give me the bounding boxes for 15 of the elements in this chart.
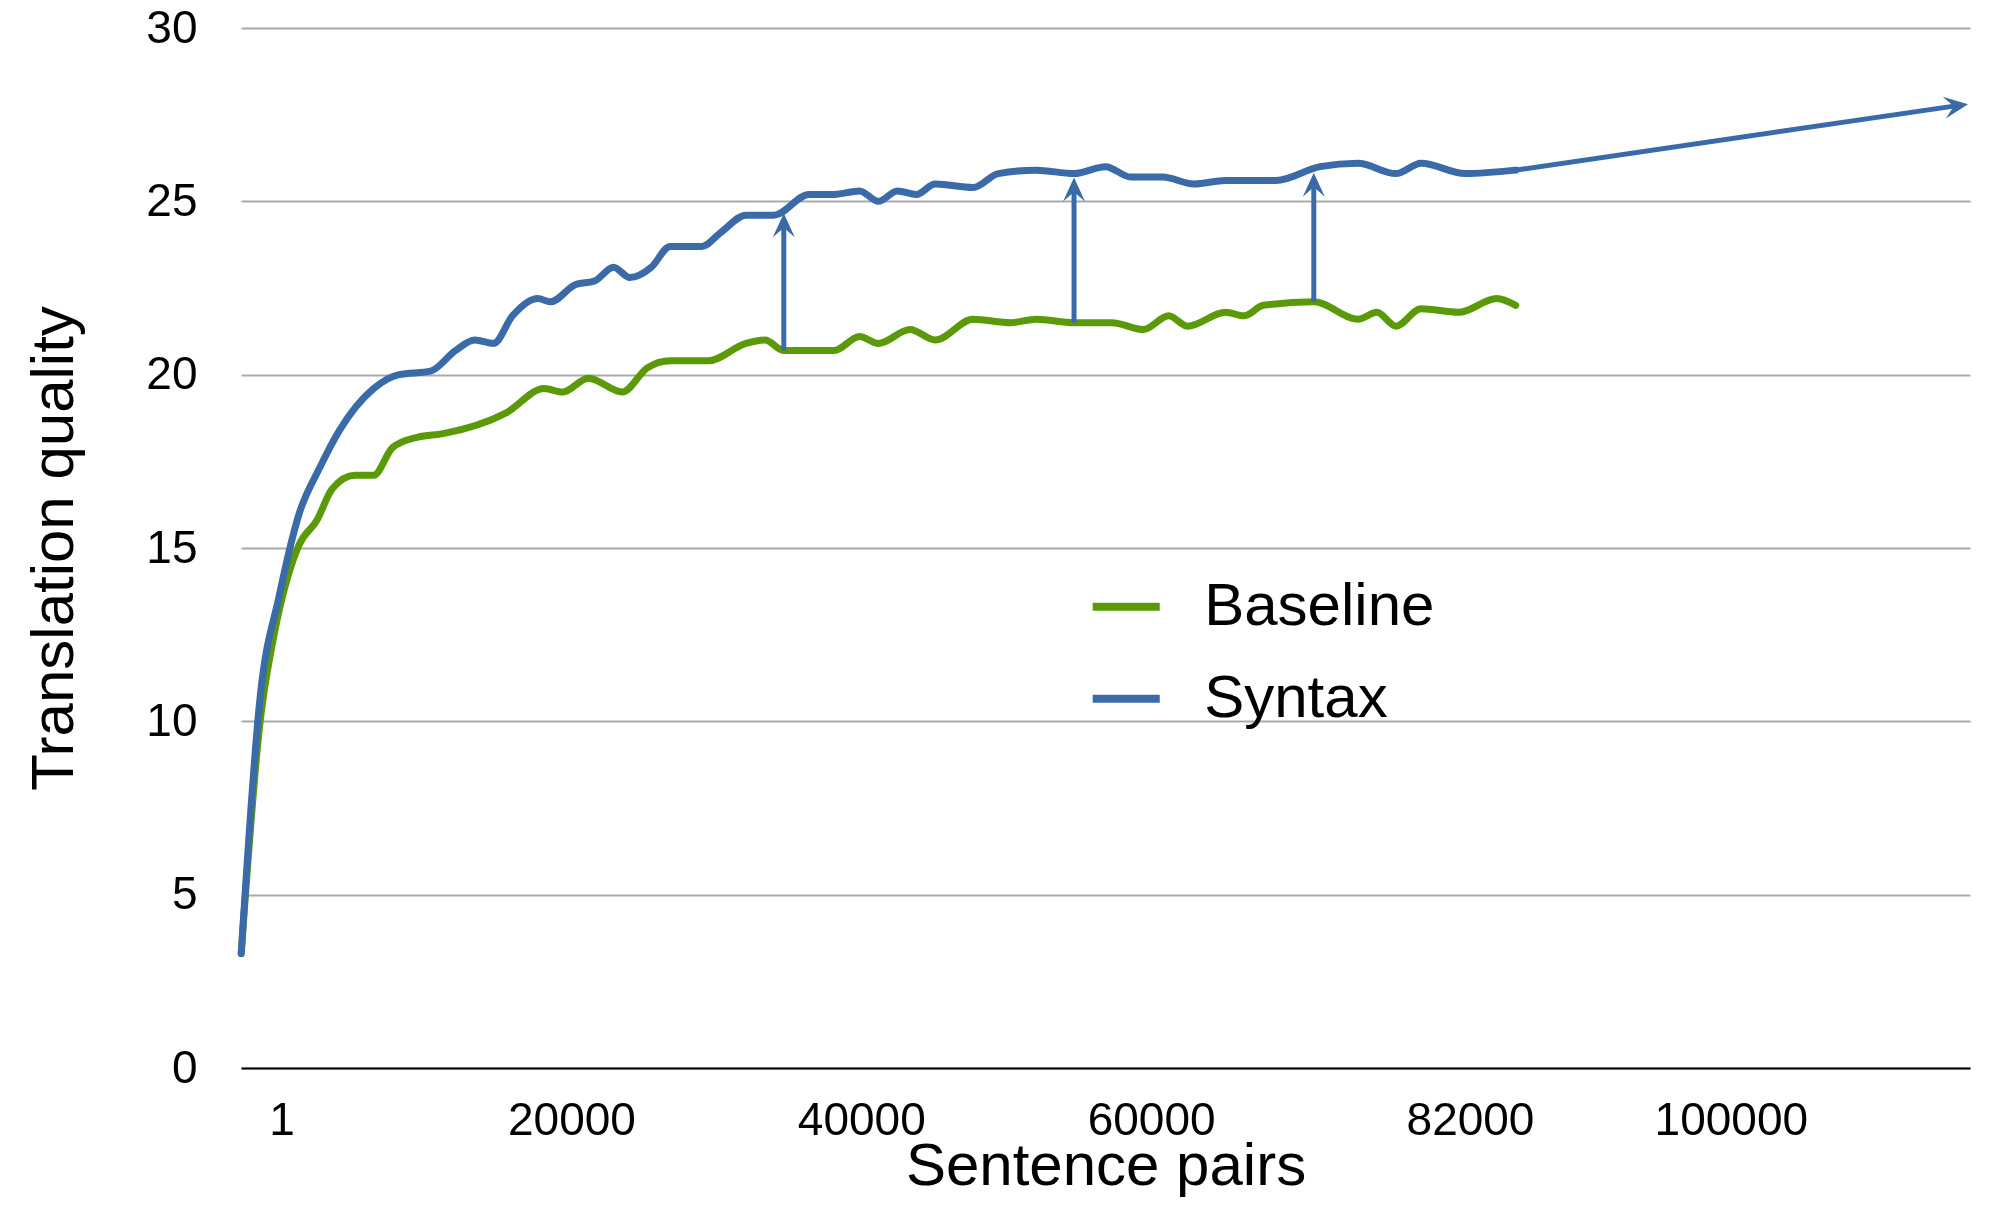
- x-tick-label: 82000: [1406, 1092, 1535, 1145]
- y-tick-label: 25: [146, 173, 198, 226]
- y-tick-label: 0: [171, 1040, 198, 1093]
- x-tick-label: 1: [269, 1092, 295, 1145]
- y-tick-label: 20: [146, 347, 198, 400]
- y-tick-label: 15: [146, 520, 198, 573]
- x-tick-label: 20000: [507, 1092, 636, 1145]
- legend-label: Baseline: [1204, 570, 1435, 638]
- y-axis-title: Translation quality: [19, 306, 87, 791]
- y-tick-label: 5: [171, 867, 198, 920]
- y-tick-label: 10: [146, 693, 198, 746]
- legend-label: Syntax: [1204, 662, 1388, 730]
- x-tick-label: 100000: [1654, 1092, 1809, 1145]
- x-tick-label: 60000: [1087, 1092, 1216, 1145]
- y-tick-label: 30: [146, 0, 198, 53]
